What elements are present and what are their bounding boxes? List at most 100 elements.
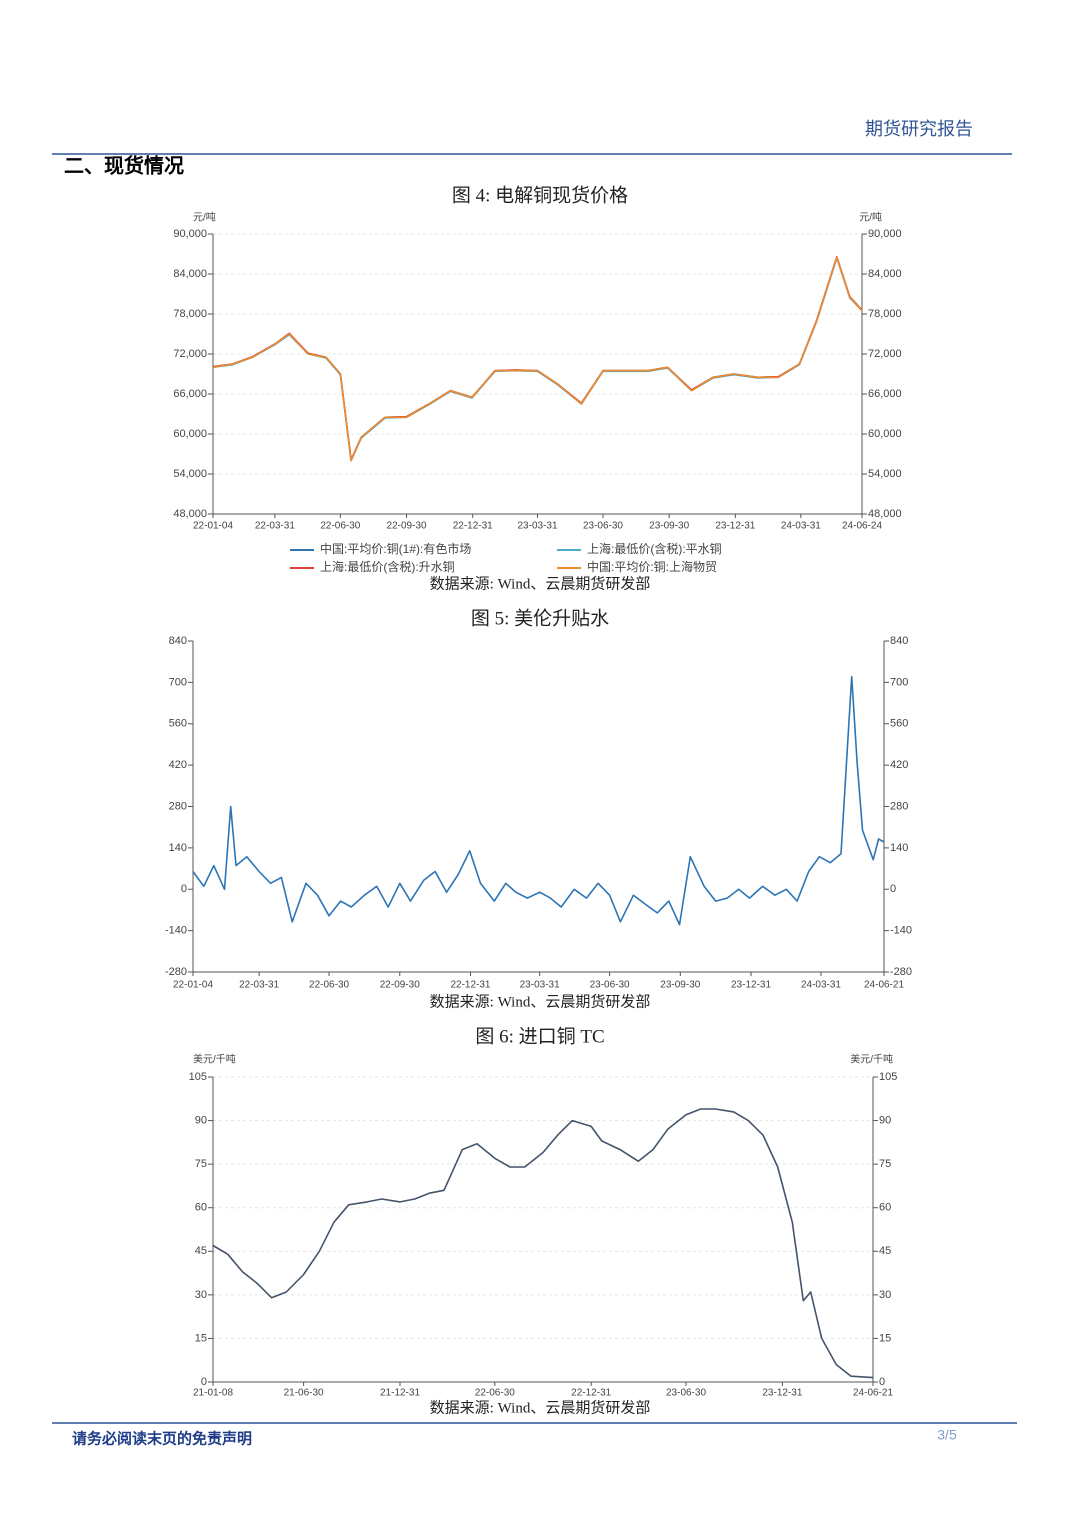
x-tick-label: 21-06-30 [284, 1388, 324, 1399]
legend-label: 上海:最低价(含税):平水铜 [587, 541, 722, 556]
series-line [212, 257, 863, 462]
x-tick-label: 22-09-30 [387, 521, 427, 532]
x-tick-label: 22-06-30 [320, 521, 360, 532]
x-tick-label: 23-06-30 [583, 521, 623, 532]
y2-tick-label: 60,000 [868, 428, 902, 440]
y2-tick-label: 78,000 [868, 308, 902, 320]
y-tick-label: 72,000 [173, 348, 207, 360]
y-tick-label: 78,000 [173, 308, 207, 320]
y-tick-label: 54,000 [173, 468, 207, 480]
y-tick-label: 66,000 [173, 388, 207, 400]
y2-tick-label: 60 [879, 1202, 891, 1214]
x-tick-label: 22-06-30 [309, 980, 349, 991]
y-unit: 元/吨 [193, 211, 216, 224]
x-tick-label: 22-09-30 [380, 980, 420, 991]
y2-tick-label: 700 [890, 676, 908, 688]
series-line [212, 255, 863, 461]
series-line [212, 256, 863, 462]
x-tick-label: 23-03-31 [520, 980, 560, 991]
x-tick-label: 22-06-30 [475, 1388, 515, 1399]
x-tick-label: 23-12-31 [762, 1388, 802, 1399]
y-tick-label: 15 [195, 1332, 207, 1344]
x-tick-label: 22-12-31 [450, 980, 490, 991]
y-tick-label: 75 [195, 1158, 207, 1170]
x-tick-label: 24-06-21 [853, 1388, 893, 1399]
page-number: 3/5 [937, 1427, 957, 1443]
x-tick-label: 22-12-31 [453, 521, 493, 532]
series-line [212, 1108, 874, 1379]
y2-tick-label: 84,000 [868, 268, 902, 280]
chart-title: 图 5: 美伦升贴水 [471, 607, 609, 629]
y2-tick-label: 15 [879, 1332, 891, 1344]
y2-tick-label: 72,000 [868, 348, 902, 360]
x-tick-label: 22-12-31 [571, 1388, 611, 1399]
y-tick-label: 45 [195, 1245, 207, 1257]
legend-label: 上海:最低价(含税):升水铜 [320, 559, 455, 574]
chart-title: 图 4: 电解铜现货价格 [452, 184, 628, 206]
y-tick-label: 60 [195, 1202, 207, 1214]
chart-title: 图 6: 进口铜 TC [475, 1025, 604, 1047]
y-tick-label: 560 [169, 718, 187, 730]
series-line [192, 675, 885, 926]
y-tick-label: 84,000 [173, 268, 207, 280]
y2-tick-label: 90,000 [868, 228, 902, 240]
x-tick-label: 22-01-04 [173, 980, 213, 991]
y-tick-label: 0 [201, 1376, 207, 1388]
y2-tick-label: 45 [879, 1245, 891, 1257]
y2-tick-label: 420 [890, 759, 908, 771]
y2-tick-label: 560 [890, 718, 908, 730]
series-line [212, 256, 863, 461]
y2-tick-label: 0 [890, 883, 896, 895]
x-tick-label: 22-03-31 [255, 521, 295, 532]
x-tick-label: 23-09-30 [660, 980, 700, 991]
x-tick-label: 24-03-31 [781, 521, 821, 532]
x-tick-label: 23-12-31 [731, 980, 771, 991]
y2-tick-label: 840 [890, 635, 908, 647]
x-tick-label: 24-03-31 [801, 980, 841, 991]
y-tick-label: 0 [181, 883, 187, 895]
section-title: 二、现货情况 [64, 154, 184, 178]
chart-source: 数据来源: Wind、云晨期货研发部 [430, 1399, 651, 1416]
y-tick-label: 700 [169, 676, 187, 688]
x-tick-label: 22-03-31 [239, 980, 279, 991]
y-tick-label: 840 [169, 635, 187, 647]
y-unit: 美元/千吨 [193, 1053, 236, 1066]
chart-source: 数据来源: Wind、云晨期货研发部 [430, 575, 651, 592]
chart-source: 数据来源: Wind、云晨期货研发部 [430, 993, 651, 1010]
x-tick-label: 23-06-30 [590, 980, 630, 991]
y-tick-label: 90 [195, 1114, 207, 1126]
y-tick-label: 48,000 [173, 508, 207, 520]
y2-unit: 元/吨 [859, 211, 882, 224]
y-tick-label: 60,000 [173, 428, 207, 440]
y2-tick-label: 48,000 [868, 508, 902, 520]
x-tick-label: 21-12-31 [380, 1388, 420, 1399]
x-tick-label: 24-06-21 [864, 980, 904, 991]
y2-tick-label: 280 [890, 800, 908, 812]
y2-tick-label: -140 [890, 925, 912, 937]
legend-label: 中国:平均价:铜:上海物贸 [587, 559, 717, 574]
disclaimer: 请务必阅读末页的免责声明 [72, 1429, 252, 1447]
y2-tick-label: -280 [890, 966, 912, 978]
x-tick-label: 23-09-30 [649, 521, 689, 532]
legend-label: 中国:平均价:铜(1#):有色市场 [320, 541, 471, 556]
y2-tick-label: 140 [890, 842, 908, 854]
y-tick-label: 90,000 [173, 228, 207, 240]
x-tick-label: 23-03-31 [517, 521, 557, 532]
y-tick-label: -280 [165, 966, 187, 978]
y-tick-label: 105 [189, 1071, 207, 1083]
y-tick-label: 280 [169, 800, 187, 812]
y2-tick-label: 30 [879, 1289, 891, 1301]
x-tick-label: 22-01-04 [193, 521, 233, 532]
y2-unit: 美元/千吨 [850, 1053, 893, 1066]
y2-tick-label: 75 [879, 1158, 891, 1170]
header-title: 期货研究报告 [865, 119, 973, 139]
y-tick-label: -140 [165, 925, 187, 937]
x-tick-label: 23-12-31 [715, 521, 755, 532]
y2-tick-label: 0 [879, 1376, 885, 1388]
x-tick-label: 23-06-30 [666, 1388, 706, 1399]
y-tick-label: 140 [169, 842, 187, 854]
y-tick-label: 420 [169, 759, 187, 771]
y-tick-label: 30 [195, 1289, 207, 1301]
